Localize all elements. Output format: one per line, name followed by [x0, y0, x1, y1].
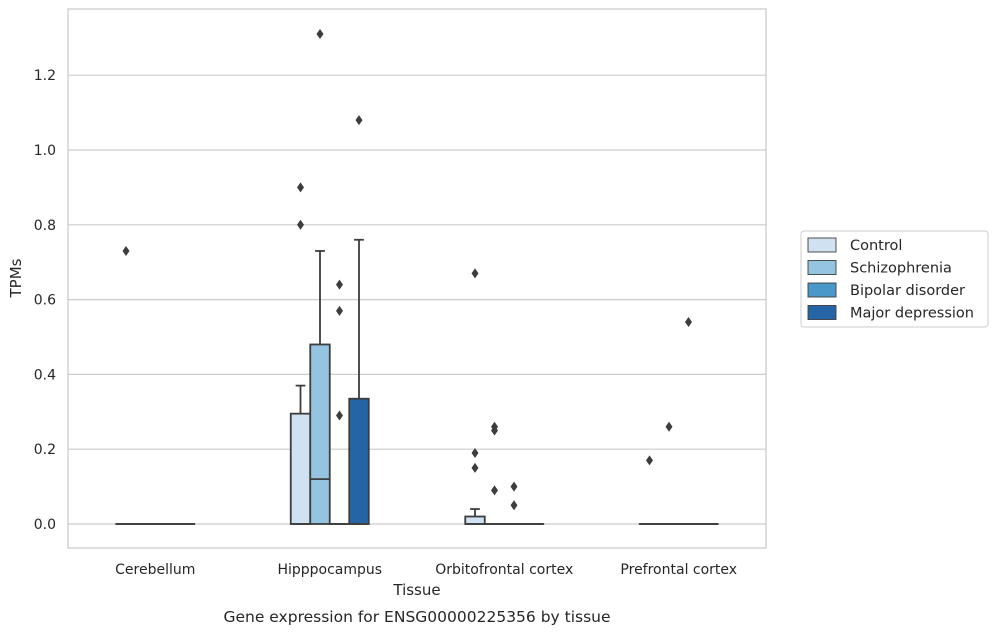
x-tick-label: Cerebellum — [115, 562, 195, 578]
x-axis-ticks: Cerebellum Hipppocampus Orbitofrontal cort… — [115, 562, 737, 578]
x-axis-label: Tissue — [392, 581, 440, 599]
outlier-marker — [297, 182, 304, 193]
chart-caption: Gene expression for ENSG00000225356 by t… — [223, 608, 610, 626]
outlier-marker — [297, 219, 304, 230]
y-tick-label: 1.2 — [34, 68, 56, 84]
box-body — [289, 412, 312, 525]
outlier-marker — [510, 481, 518, 492]
y-tick-label: 0.4 — [34, 367, 56, 383]
y-tick-label: 0.2 — [34, 442, 56, 458]
outlier-marker — [471, 462, 479, 473]
outlier-marker — [336, 305, 343, 316]
box-body — [464, 515, 486, 525]
outlier-marker — [122, 245, 130, 256]
legend-label: Major depression — [850, 306, 974, 322]
outlier-marker — [336, 279, 343, 290]
y-tick-label: 1.0 — [34, 143, 56, 159]
outlier-marker — [491, 485, 498, 496]
plot-area — [67, 8, 767, 549]
y-tick-label: 0.0 — [34, 517, 56, 533]
outlier-marker — [471, 268, 479, 279]
outlier-marker — [336, 410, 343, 421]
legend: Control Schizophrenia Bipolar disorder Majo… — [800, 230, 989, 328]
box-body — [348, 397, 370, 525]
y-axis-ticks: 0.0 0.2 0.4 0.6 0.8 1.0 1.2 — [34, 68, 56, 533]
outlier-marker — [685, 317, 692, 328]
box-schizophrenia — [309, 250, 331, 525]
y-tick-label: 0.6 — [34, 293, 56, 309]
box-control — [464, 508, 486, 525]
legend-swatch — [807, 305, 837, 320]
outlier-marker — [665, 421, 673, 432]
legend-swatch — [807, 260, 837, 275]
legend-swatch — [807, 237, 837, 253]
x-tick-label: Orbitofrontal cortex — [435, 562, 573, 578]
box-major-depression — [348, 238, 370, 525]
box-control — [289, 384, 312, 525]
outlier-marker — [510, 500, 518, 511]
outlier-marker — [355, 115, 363, 126]
outlier-marker — [491, 425, 498, 436]
box-body — [309, 343, 331, 525]
outlier-points — [122, 29, 692, 511]
box-series — [115, 238, 719, 525]
x-tick-label: Prefrontal cortex — [620, 562, 737, 578]
outlier-marker — [646, 455, 653, 466]
legend-swatch — [807, 282, 837, 298]
y-tick-label: 0.8 — [34, 218, 56, 234]
outlier-marker — [316, 29, 324, 40]
legend-label: Control — [850, 238, 902, 254]
y-axis-label: TPMs — [7, 258, 25, 298]
legend-label: Bipolar disorder — [850, 283, 965, 299]
legend-label: Schizophrenia — [850, 261, 952, 277]
grid-lines — [68, 74, 766, 525]
legend-frame — [800, 230, 989, 328]
outlier-marker — [471, 447, 479, 458]
x-tick-label: Hipppocampus — [277, 562, 382, 578]
